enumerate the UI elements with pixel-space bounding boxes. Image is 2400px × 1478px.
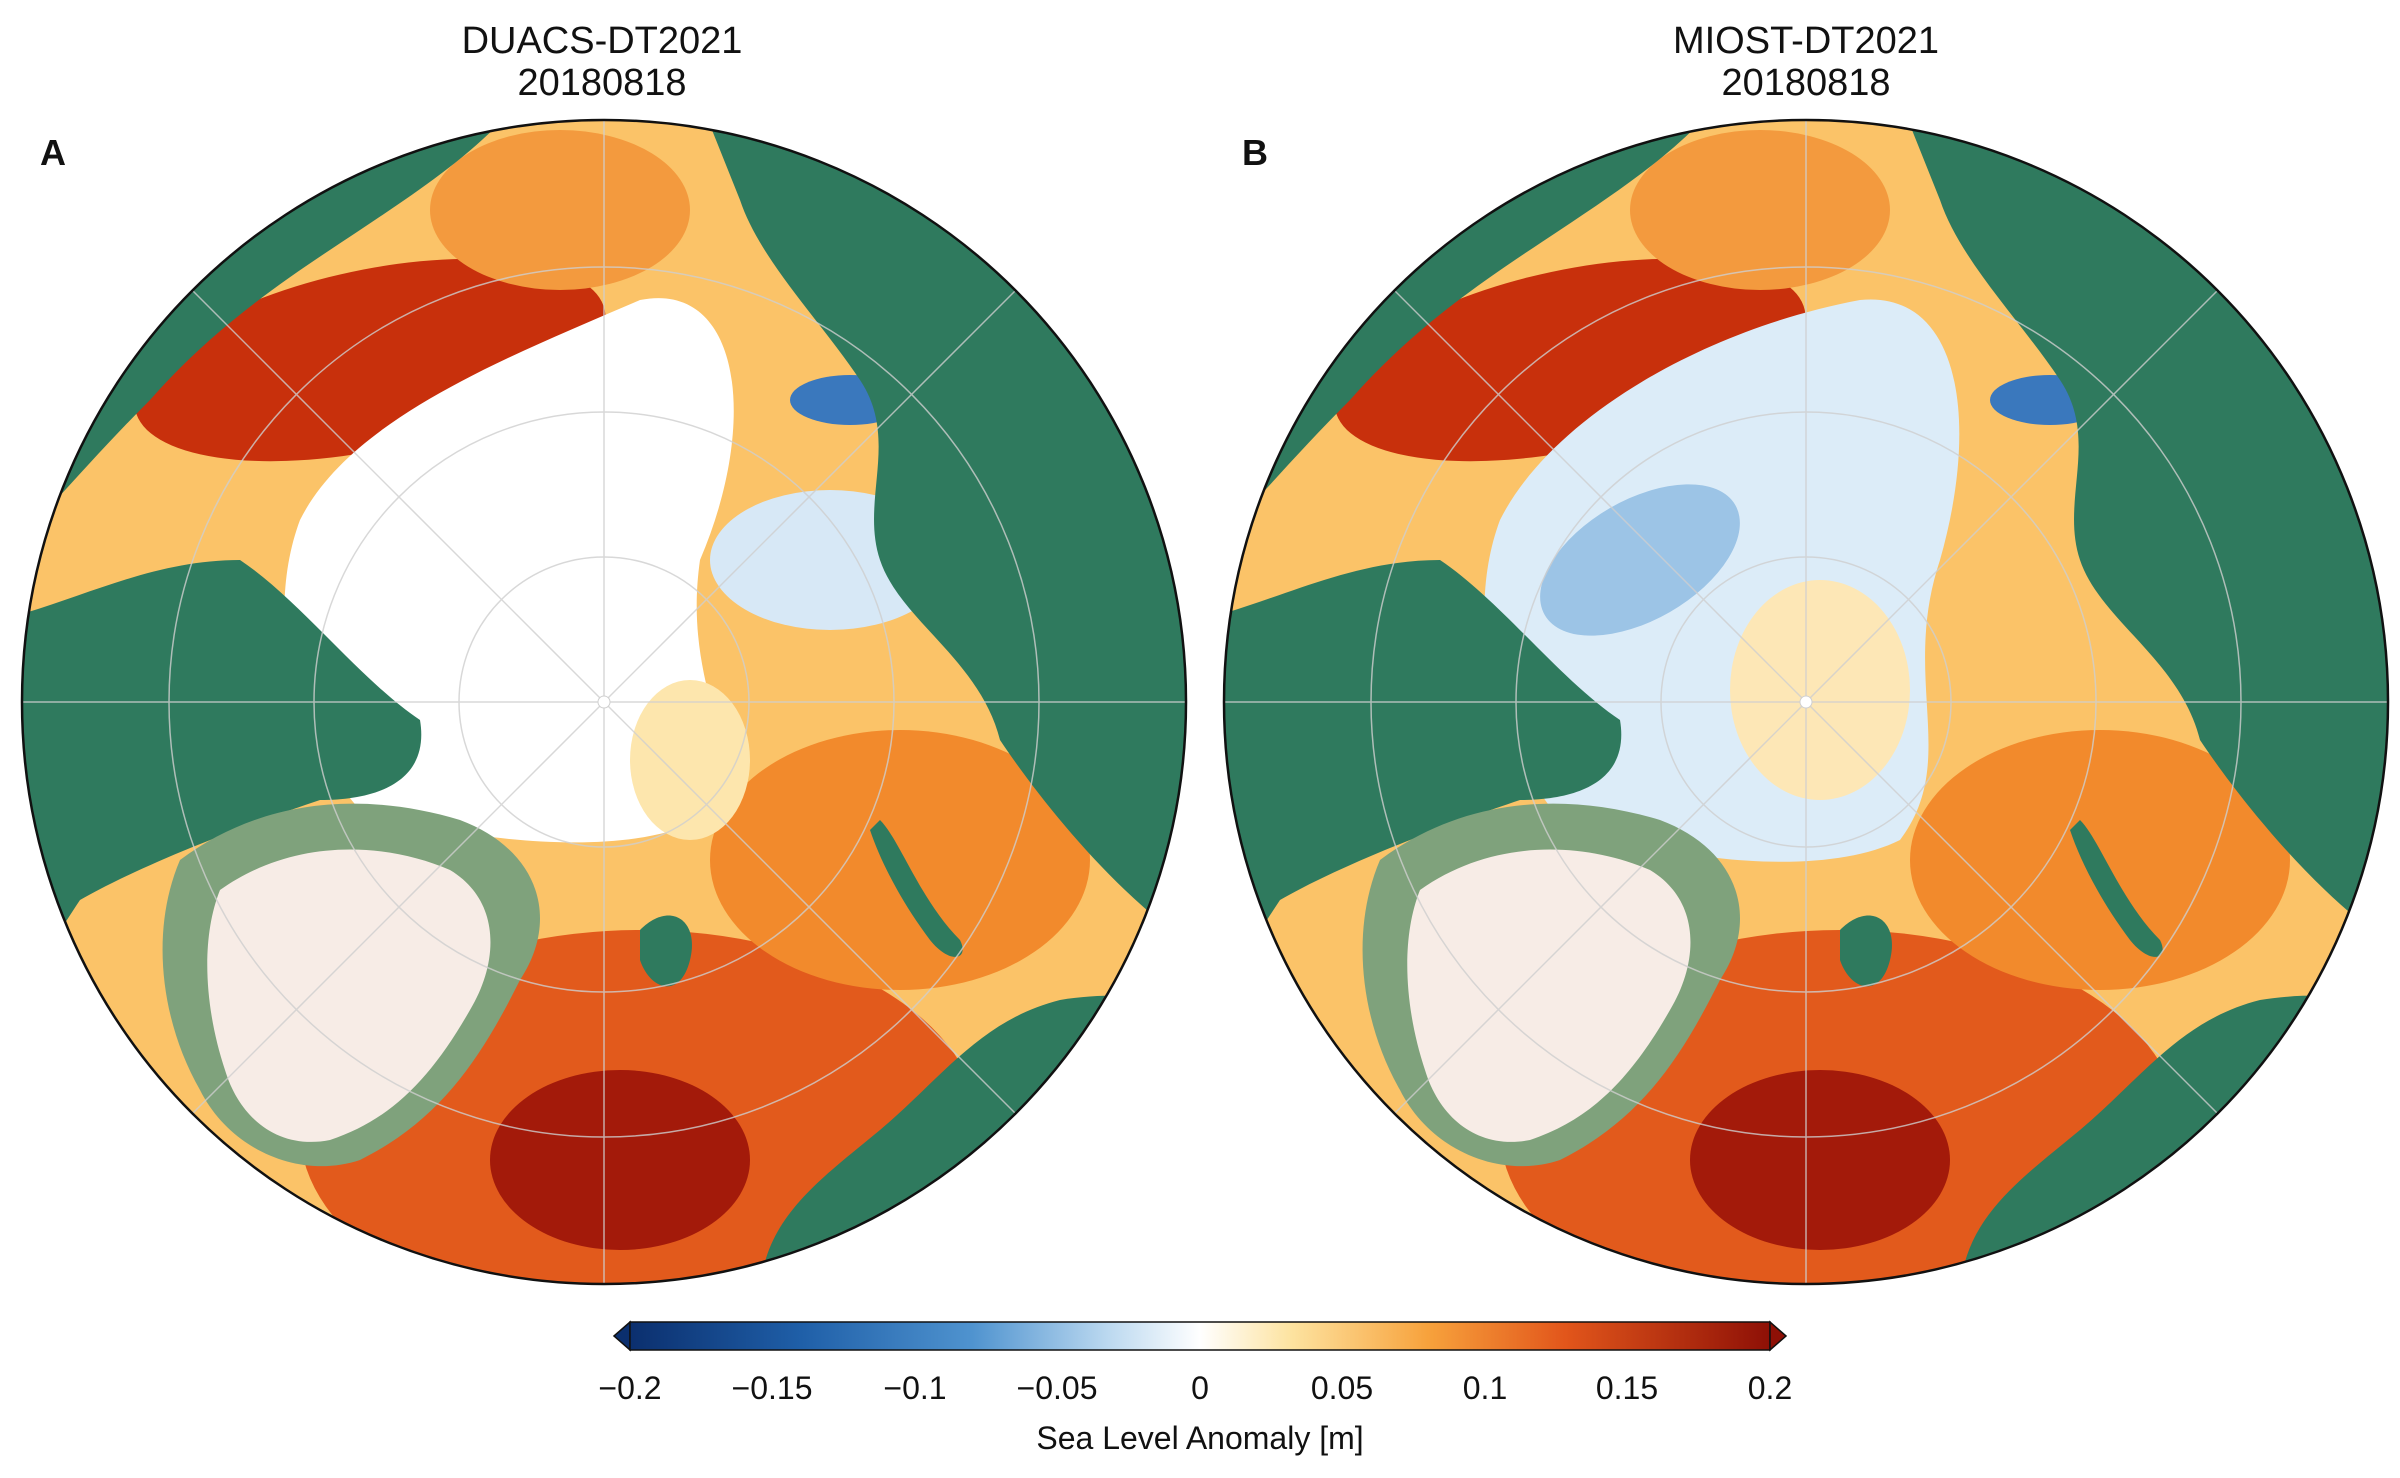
panel-b-land-novaya-zemlya <box>2070 820 2163 957</box>
panel-b-warm-core <box>1690 1070 1950 1250</box>
panel-a-ice-sheet-greenland <box>207 849 491 1142</box>
colorbar-bar <box>612 1320 1788 1352</box>
colorbar-tick-label: 0 <box>1191 1370 1209 1406</box>
panel-a-land-novaya-zemlya <box>870 820 963 957</box>
panel-a-map <box>20 118 1188 1286</box>
panel-a-ice-edge <box>630 680 750 840</box>
colorbar-tick-label: −0.15 <box>731 1370 813 1406</box>
colorbar-tick-label: 0.1 <box>1462 1370 1508 1406</box>
colorbar-tick-label: −0.2 <box>598 1370 662 1406</box>
colorbar-tick-label: 0.05 <box>1310 1370 1374 1406</box>
panel-a-land-svalbard <box>640 915 692 987</box>
panel-a-warm-chukchi <box>430 130 690 290</box>
panel-a-map-border <box>20 118 1188 1286</box>
colorbar-gradient <box>629 1321 1771 1351</box>
panel-b-land-svalbard <box>1840 915 1892 987</box>
panel-b-map-border <box>1222 118 2390 1286</box>
panel-b-graticule <box>1224 120 2388 1284</box>
colorbar-tick-label: 0.15 <box>1595 1370 1659 1406</box>
panel-a-date: 20180818 <box>517 62 687 104</box>
panel-b-land-canada <box>1224 560 1622 1020</box>
panel-b-product: MIOST-DT2021 <box>1672 20 1940 62</box>
colorbar-extend-high <box>1769 1320 1788 1352</box>
colorbar-tick-label: −0.1 <box>883 1370 947 1406</box>
colorbar-tick-label: −0.05 <box>1016 1370 1098 1406</box>
panel-a-product: DUACS-DT2021 <box>461 20 743 62</box>
colorbar-extend-low <box>612 1320 631 1352</box>
colorbar-tick-label: 0.2 <box>1747 1370 1793 1406</box>
panel-a-warm-core <box>490 1070 750 1250</box>
panel-b-cool-core <box>1540 484 1740 636</box>
panel-b-title: MIOST-DT2021 20180818 <box>1506 20 2106 104</box>
panel-b-date: 20180818 <box>1721 62 1891 104</box>
panel-b-map <box>1222 118 2390 1286</box>
panel-a-title: DUACS-DT2021 20180818 <box>302 20 902 104</box>
panel-b-ice-sheet-greenland <box>1407 849 1691 1142</box>
panel-b-warm-chukchi <box>1630 130 1890 290</box>
panel-a-graticule <box>22 120 1186 1284</box>
panel-a-letter: A <box>40 132 66 173</box>
panel-b-warm-pole <box>1730 580 1910 800</box>
colorbar-title: Sea Level Anomaly [m] <box>1036 1420 1364 1456</box>
panel-b-letter: B <box>1242 132 1268 173</box>
